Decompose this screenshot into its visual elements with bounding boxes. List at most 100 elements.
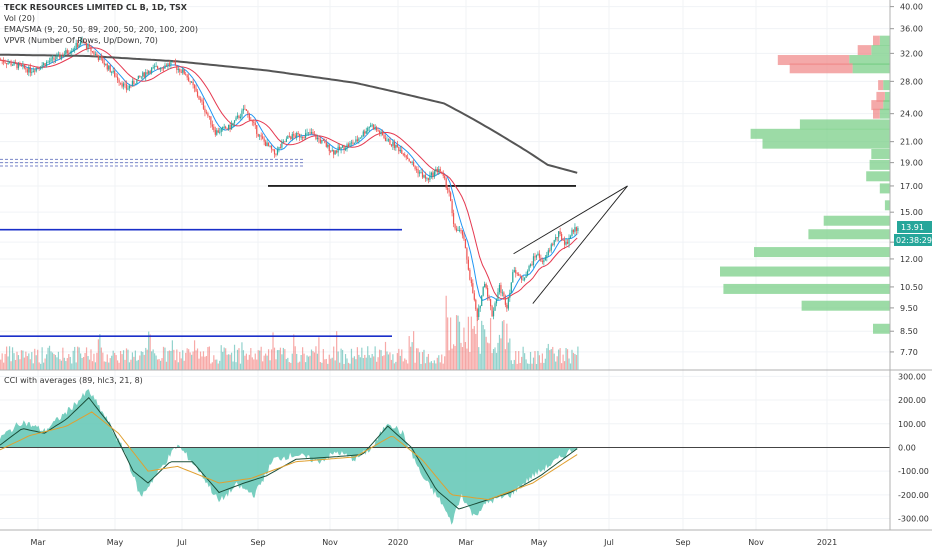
symbol-title[interactable]: TECK RESOURCES LIMITED CL B, 1D, TSX <box>4 3 187 12</box>
candle-body <box>306 132 308 134</box>
volume-bar <box>337 351 339 370</box>
candle-body <box>546 255 548 258</box>
volume-bar <box>199 351 202 370</box>
volume-bar <box>226 354 228 370</box>
candle-body <box>562 240 564 241</box>
volume-bar <box>137 359 139 370</box>
candle-body <box>22 64 24 66</box>
volume-bar <box>62 347 64 370</box>
volume-bar <box>41 347 43 370</box>
chart-legend: TECK RESOURCES LIMITED CL B, 1D, TSX Vol… <box>4 2 198 46</box>
candle-body <box>346 144 348 149</box>
volume-bar <box>547 343 549 370</box>
price-tick-label: 21.00 <box>900 138 923 147</box>
candle-body <box>253 121 255 123</box>
volume-bar <box>427 353 430 370</box>
price-tick-label: 7.70 <box>900 348 918 357</box>
volume-bar <box>193 340 196 370</box>
candle-body <box>365 131 367 134</box>
volume-bar <box>14 359 17 370</box>
candle-body <box>282 141 284 143</box>
time-tick-label: Jul <box>176 538 187 547</box>
vpvr-indicator-label[interactable]: VPVR (Number Of Rows, Up/Down, 70) <box>4 36 158 45</box>
candle-body <box>35 67 37 72</box>
candle-body <box>526 270 529 276</box>
wedge-trendlines[interactable] <box>513 185 628 304</box>
volume-bar <box>11 347 14 370</box>
volume-bar <box>307 356 310 370</box>
volume-bar <box>481 320 483 370</box>
horizontal-levels[interactable] <box>0 158 576 338</box>
vpvr-up-row <box>871 148 890 159</box>
volume-bar <box>429 362 431 370</box>
candle-body <box>284 141 286 143</box>
candle-body <box>259 135 261 137</box>
volume-bar <box>207 347 209 370</box>
volume-bar <box>213 355 215 370</box>
volume-bar <box>34 348 36 370</box>
candle-body <box>176 65 178 70</box>
volume-bar <box>322 349 324 370</box>
volume-bar <box>47 347 49 370</box>
candle-body <box>350 142 353 144</box>
volume-bar <box>529 351 532 370</box>
volume-bar <box>566 349 569 370</box>
volume-bar <box>108 362 110 370</box>
candle-body <box>185 74 187 76</box>
candle-body <box>171 61 173 63</box>
candle-body <box>489 299 492 307</box>
volume-bar <box>44 358 46 370</box>
candle-body <box>436 169 438 172</box>
volume-bar <box>140 351 142 370</box>
candle-body <box>475 299 477 310</box>
candle-body <box>158 68 160 70</box>
candle-body <box>376 127 378 131</box>
candle-body <box>232 122 234 125</box>
volume-bar <box>16 351 18 370</box>
candle-body <box>552 244 554 246</box>
cci-indicator-label[interactable]: CCI with averages (89, hlc3, 21, 8) <box>4 376 143 385</box>
time-tick-label: 2020 <box>388 538 408 547</box>
volume-bar <box>452 344 455 370</box>
candle-body <box>358 138 360 141</box>
candle-body <box>290 136 292 139</box>
candle-body <box>370 125 372 127</box>
volume-bar <box>392 354 394 370</box>
candle-body <box>11 65 14 66</box>
volume-bar <box>202 351 205 370</box>
volume-bar <box>48 345 51 370</box>
volume-bar <box>165 361 168 370</box>
candle-body <box>522 279 524 281</box>
candle-body <box>170 62 172 65</box>
volume-bar <box>485 336 487 370</box>
ema-indicator-label[interactable]: EMA/SMA (9, 20, 50, 89, 200, 50, 200, 10… <box>4 25 198 34</box>
volume-bar <box>0 359 2 370</box>
candle-body <box>180 71 182 73</box>
volume-bar <box>532 357 535 370</box>
volume-bar <box>38 362 40 370</box>
volume-bar <box>491 353 493 370</box>
volume-bar <box>309 355 311 370</box>
candle-body <box>198 96 200 100</box>
volume-bar <box>544 358 546 370</box>
volume-bar <box>127 349 129 370</box>
candle-body <box>78 44 80 48</box>
volume-bar <box>105 361 107 370</box>
candle-body <box>191 81 193 83</box>
candle-body <box>140 76 142 78</box>
cci-fast-average <box>0 396 578 510</box>
vpvr-up-row <box>879 35 890 46</box>
vol-indicator-label[interactable]: Vol (20) <box>4 14 35 23</box>
candle-body <box>454 223 456 229</box>
volume-bar <box>435 363 437 370</box>
candle-body <box>51 57 54 59</box>
candle-body <box>72 49 74 52</box>
candle-body <box>152 67 154 68</box>
candle-body <box>32 70 34 72</box>
candle-body <box>373 124 375 130</box>
candle-body <box>99 56 101 61</box>
time-tick-label: Mar <box>458 538 474 547</box>
candle-body <box>214 129 216 135</box>
